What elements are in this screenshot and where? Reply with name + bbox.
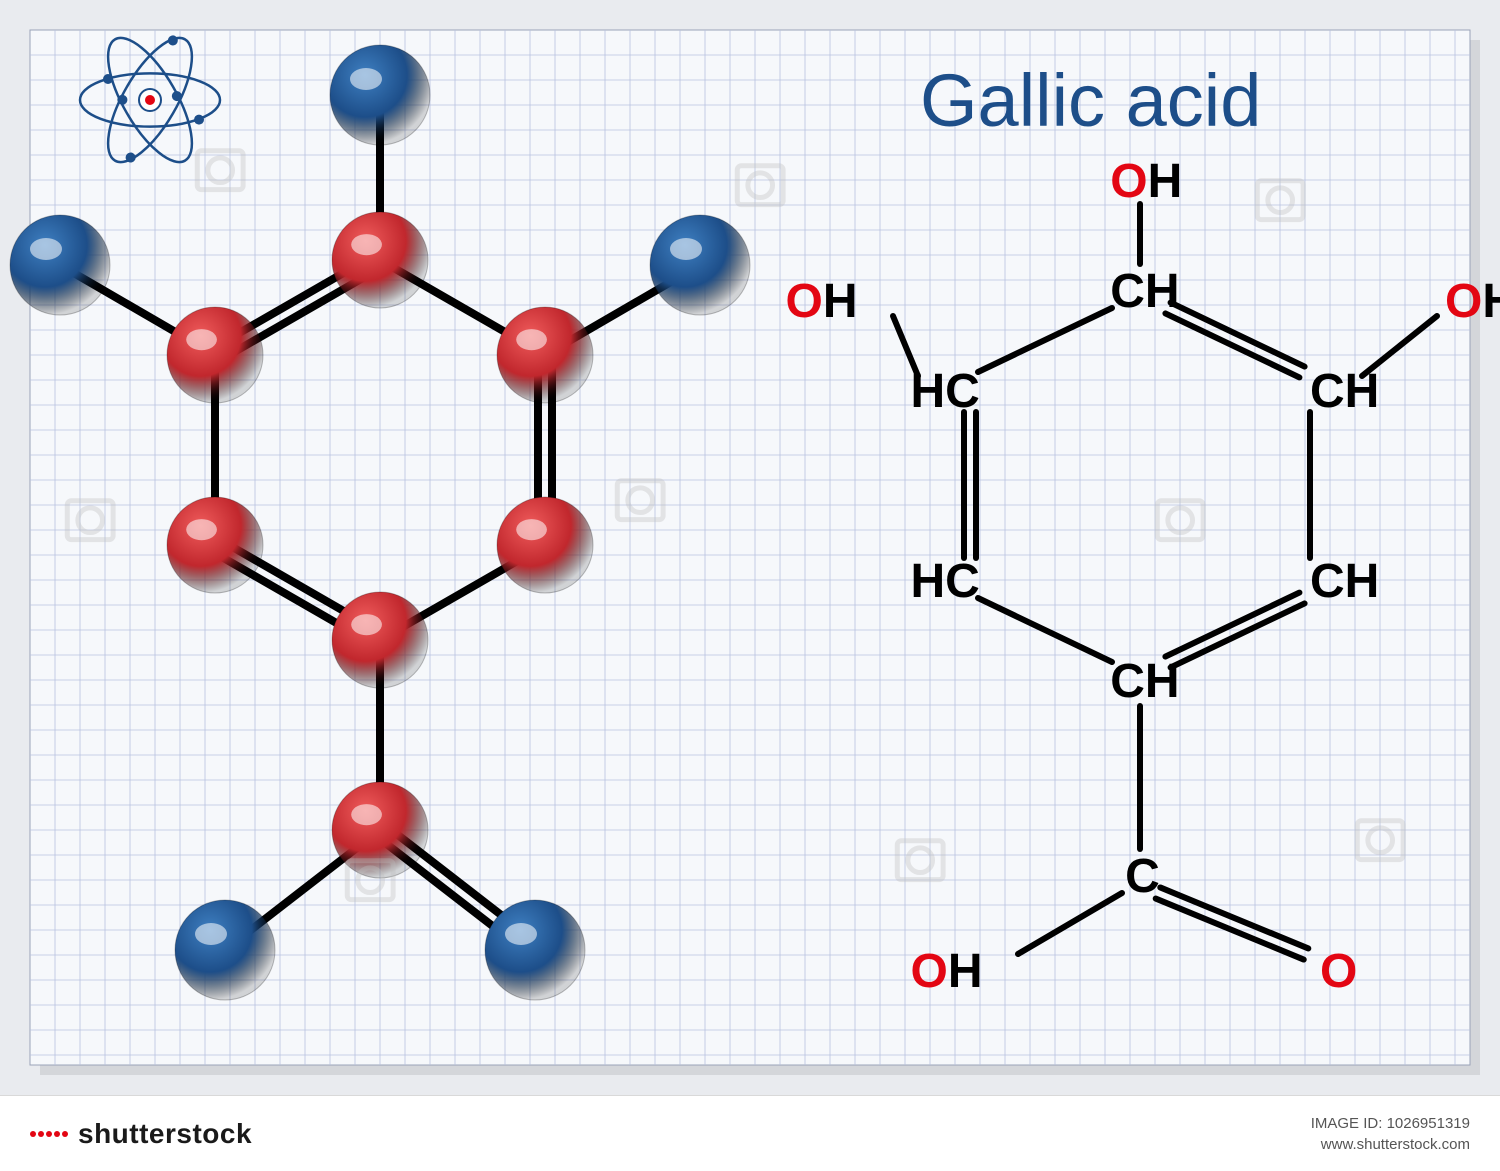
watermark-ghost-icon — [1113, 495, 1247, 545]
watermark-meta: IMAGE ID: 1026951319 www.shutterstock.co… — [1311, 1113, 1470, 1155]
watermark-site: www.shutterstock.com — [1311, 1134, 1470, 1155]
watermark-brand: shutterstock — [78, 1118, 252, 1150]
watermark-ghost-icon — [1313, 815, 1447, 865]
atom-label: OH — [1110, 154, 1182, 209]
watermark-ghost-icon — [23, 495, 157, 545]
watermark-ghost-icon — [853, 835, 987, 885]
atom-label: CH — [1110, 264, 1179, 319]
atom-label: HC — [910, 364, 979, 419]
watermark-ghost-icon — [693, 160, 827, 210]
watermark-ghost-icon — [573, 475, 707, 525]
atom-label: O — [1320, 944, 1357, 999]
stage: Gallic acid CHCHCHCHHCHCCOHOHOHOHO shutt… — [0, 0, 1500, 1171]
watermark-ghost-icon — [1213, 175, 1347, 225]
atom-label: OH — [1445, 274, 1500, 329]
image-id-label: IMAGE ID: — [1311, 1115, 1383, 1132]
image-id: 1026951319 — [1387, 1115, 1470, 1132]
watermark-ghost-icon — [303, 855, 437, 905]
atom-label: OH — [910, 944, 982, 999]
watermark-bar: shutterstock IMAGE ID: 1026951319 www.sh… — [0, 1095, 1500, 1171]
logo-dots-icon — [30, 1131, 68, 1137]
atom-label: CH — [1110, 654, 1179, 709]
atom-label: CH — [1310, 554, 1379, 609]
atom-label: OH — [785, 274, 857, 329]
watermark-logo: shutterstock — [30, 1118, 252, 1150]
atom-label: C — [1125, 849, 1160, 904]
watermark-ghost-icon — [153, 145, 287, 195]
atom-label: HC — [910, 554, 979, 609]
atom-label: CH — [1310, 364, 1379, 419]
